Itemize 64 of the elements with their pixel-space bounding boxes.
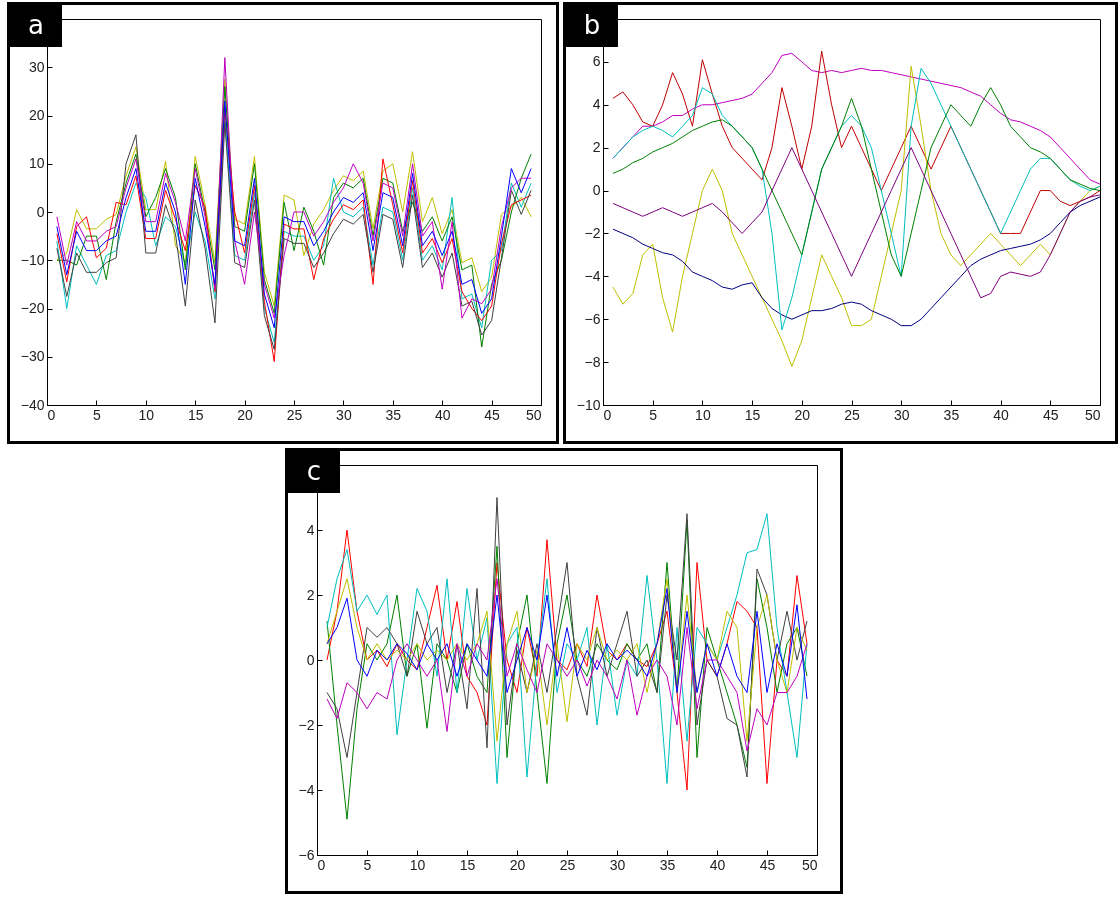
x-tick-label: 35 <box>659 856 676 873</box>
line-series <box>326 588 808 700</box>
y-tick-label: 20 <box>28 107 45 123</box>
y-tick-label: −2 <box>298 716 315 733</box>
chart-title: a <box>10 5 62 47</box>
x-tick-label: 5 <box>93 406 101 423</box>
x-tick-label: 5 <box>363 856 372 873</box>
x-tick-label: 20 <box>509 856 526 873</box>
x-tick-label: 20 <box>794 406 811 423</box>
x-tick-label: 40 <box>993 406 1010 423</box>
x-tick-label: 30 <box>893 406 910 423</box>
y-tick-label: −40 <box>20 396 45 413</box>
y-tick-label: 0 <box>36 203 45 220</box>
x-tick-label: 35 <box>385 406 402 423</box>
x-tick-label: 40 <box>709 856 726 873</box>
y-tick-label: 4 <box>306 521 315 538</box>
x-tick-label: 15 <box>459 856 476 873</box>
y-tick-label: −4 <box>584 267 601 284</box>
x-tick-label: 35 <box>943 406 960 423</box>
y-tick-label: 0 <box>306 651 315 668</box>
x-tick-label: 45 <box>1043 406 1059 423</box>
x-tick-label: 5 <box>649 406 658 423</box>
x-tick-label: 0 <box>317 856 326 873</box>
y-tick-label: −6 <box>298 846 315 863</box>
x-tick-label: 10 <box>695 406 711 423</box>
x-tick-label: 10 <box>409 856 426 873</box>
x-tick-label: 10 <box>138 406 155 423</box>
x-tick-label: 15 <box>744 406 761 423</box>
x-tick-label: 30 <box>609 856 626 873</box>
y-tick-label: −10 <box>20 251 45 268</box>
x-tick-label: 45 <box>484 406 501 423</box>
x-tick-label: 50 <box>525 406 542 423</box>
y-tick-label: −10 <box>576 396 601 413</box>
y-tick-label: −8 <box>584 353 601 370</box>
x-tick-label: 25 <box>844 406 860 423</box>
y-tick-label: 2 <box>592 139 601 156</box>
x-tick-label: 0 <box>603 406 612 423</box>
y-tick-label: 2 <box>306 586 315 603</box>
y-tick-label: −6 <box>584 310 601 327</box>
y-tick-label: −20 <box>20 300 45 316</box>
x-tick-label: 25 <box>286 406 303 423</box>
y-tick-label: 4 <box>592 96 601 113</box>
y-tick-label: −2 <box>584 224 601 241</box>
x-tick-label: 15 <box>187 406 204 423</box>
line-series <box>612 87 1100 277</box>
line-series <box>612 147 1100 299</box>
y-tick-label: 30 <box>28 58 45 75</box>
x-tick-label: 25 <box>559 856 576 873</box>
y-tick-label: −30 <box>20 348 45 365</box>
line-series <box>612 50 1100 234</box>
chart-title: b <box>566 5 618 47</box>
x-tick-label: 40 <box>434 406 451 423</box>
x-tick-label: 30 <box>336 406 352 423</box>
line-series <box>612 196 1100 327</box>
x-tick-label: 0 <box>47 406 56 423</box>
y-tick-label: 0 <box>592 182 601 199</box>
y-tick-label: −4 <box>298 781 315 798</box>
x-tick-label: 50 <box>801 856 818 873</box>
x-tick-label: 45 <box>759 856 776 873</box>
x-tick-label: 50 <box>1084 406 1101 423</box>
y-tick-label: 10 <box>28 155 45 172</box>
chart-title: c <box>288 451 340 493</box>
x-tick-label: 20 <box>237 406 254 423</box>
y-tick-label: 6 <box>592 53 601 70</box>
